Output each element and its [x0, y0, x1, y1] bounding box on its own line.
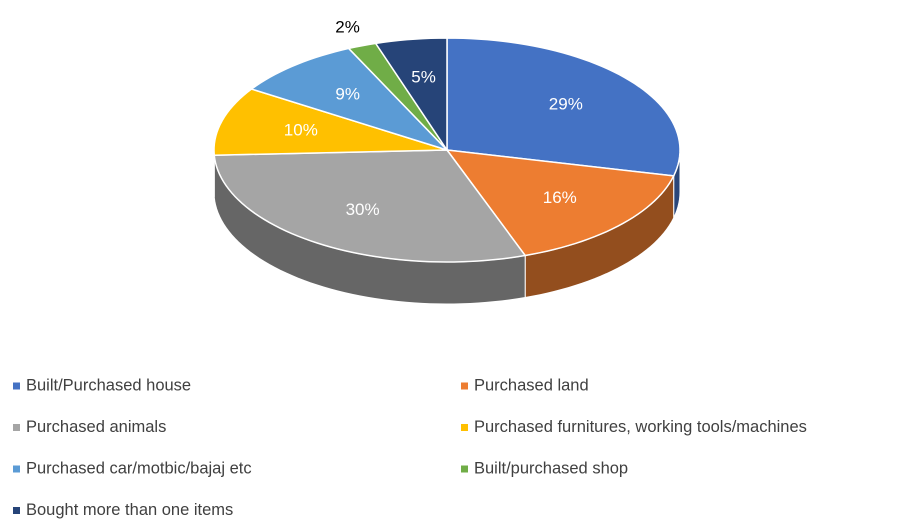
data-label: 30%	[346, 200, 380, 219]
legend-swatch	[461, 424, 468, 431]
pie-slice	[445, 149, 675, 257]
data-label: 5%	[411, 68, 436, 87]
pie-slice	[213, 149, 527, 263]
data-label: 2%	[335, 17, 360, 36]
legend-swatch	[461, 465, 468, 473]
legend-label: Purchased furnitures, working tools/mach…	[474, 418, 807, 436]
legend-swatch	[13, 382, 20, 390]
pie-slice	[374, 37, 448, 153]
legend-label: Bought more than one items	[26, 501, 233, 519]
data-label: 16%	[543, 188, 577, 207]
pie-slice	[446, 37, 681, 177]
pie-slice	[249, 47, 448, 151]
legend-label: Purchased land	[474, 376, 589, 394]
legend-swatch	[13, 507, 20, 514]
pie-slice	[213, 88, 448, 156]
data-label: 9%	[335, 85, 360, 104]
data-label: 10%	[284, 120, 318, 139]
legend-label: Built/purchased shop	[474, 459, 628, 477]
legend-label: Purchased car/motbic/bajaj etc	[26, 459, 252, 477]
legend-swatch	[461, 382, 468, 390]
legend-swatch	[13, 424, 20, 431]
legend-swatch	[13, 465, 20, 473]
legend-label: Built/Purchased house	[26, 376, 191, 394]
legend-label: Purchased animals	[26, 418, 166, 436]
data-label: 29%	[549, 94, 583, 113]
